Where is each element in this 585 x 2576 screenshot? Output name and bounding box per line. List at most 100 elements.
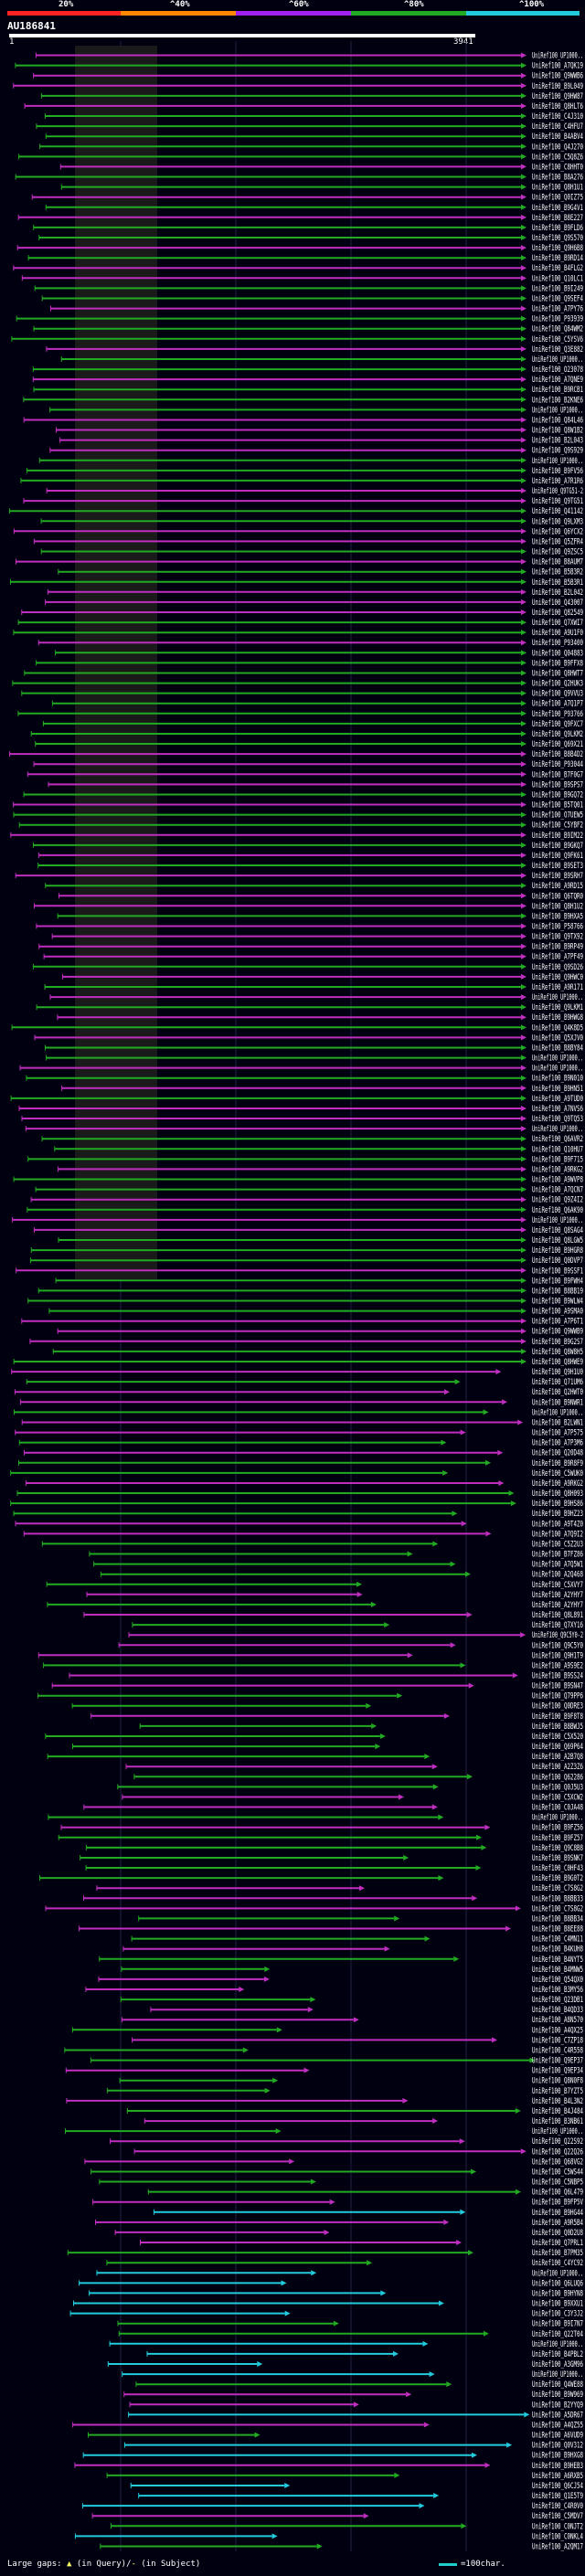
hit-label[interactable]: UniRef100_UP1000.. bbox=[532, 1125, 583, 1134]
hit-label[interactable]: UniRef100_B9SPS7 bbox=[532, 780, 583, 790]
hit-label[interactable]: UniRef100_B4PBL2 bbox=[532, 2350, 583, 2359]
hit-label[interactable]: UniRef100_A4QX25 bbox=[532, 2026, 583, 2035]
hit-label[interactable]: UniRef100_Q9TG51 bbox=[532, 497, 583, 506]
hit-label[interactable]: UniRef100_C5Q8Z6 bbox=[532, 153, 583, 162]
hit-label[interactable]: UniRef100_UP1000.. bbox=[532, 1814, 583, 1823]
hit-label[interactable]: UniRef100_Q82549 bbox=[532, 609, 583, 618]
hit-label[interactable]: UniRef100_Q9FXC7 bbox=[532, 720, 583, 729]
hit-label[interactable]: UniRef100_Q6AK90 bbox=[532, 1206, 583, 1215]
hit-label[interactable]: UniRef100_B4KUH8 bbox=[532, 1945, 583, 1955]
hit-label[interactable]: UniRef100_A7P6T1 bbox=[532, 1318, 583, 1327]
hit-label[interactable]: UniRef100_B8BWJ5 bbox=[532, 1723, 583, 1732]
hit-label[interactable]: UniRef100_Q2HUK3 bbox=[532, 680, 583, 689]
hit-label[interactable]: UniRef100_B9HXG8 bbox=[532, 2452, 583, 2461]
hit-label[interactable]: UniRef100_Q9TG51-2 bbox=[532, 487, 583, 496]
hit-label[interactable]: UniRef100_C4R0V0 bbox=[532, 2502, 583, 2511]
hit-label[interactable]: UniRef100_Q8HLT6 bbox=[532, 102, 583, 111]
hit-label[interactable]: UniRef100_B8BB19 bbox=[532, 1287, 583, 1296]
hit-label[interactable]: UniRef100_Q0IZ75 bbox=[532, 194, 583, 203]
hit-label[interactable]: UniRef100_Q6AVR2 bbox=[532, 1135, 583, 1144]
hit-label[interactable]: UniRef100_B2L042 bbox=[532, 588, 583, 598]
hit-label[interactable]: UniRef100_Q9Z4I2 bbox=[532, 1196, 583, 1205]
hit-label[interactable]: UniRef100_B9NWR1 bbox=[532, 1398, 583, 1407]
hit-label[interactable]: UniRef100_Q6YCX2 bbox=[532, 527, 583, 536]
hit-label[interactable]: UniRef100_A9R171 bbox=[532, 983, 583, 992]
hit-label[interactable]: UniRef100_B9SN47 bbox=[532, 1682, 583, 1691]
hit-label[interactable]: UniRef100_C4HFU7 bbox=[532, 122, 583, 132]
hit-label[interactable]: UniRef100_Q9WWB9 bbox=[532, 1328, 583, 1337]
hit-label[interactable]: UniRef100_C5NBP5 bbox=[532, 2178, 583, 2188]
hit-label[interactable]: UniRef100_B8BB34 bbox=[532, 1914, 583, 1924]
hit-label[interactable]: UniRef100_A7P575 bbox=[532, 1429, 583, 1438]
hit-label[interactable]: UniRef100_B9RCB1 bbox=[532, 386, 583, 395]
hit-label[interactable]: UniRef100_Q9SD26 bbox=[532, 963, 583, 972]
hit-label[interactable]: UniRef100_Q71UM6 bbox=[532, 1378, 583, 1387]
hit-label[interactable]: UniRef100_B9I249 bbox=[532, 284, 583, 293]
hit-label[interactable]: UniRef100_B9HN51 bbox=[532, 1085, 583, 1094]
hit-label[interactable]: UniRef100_Q3E882 bbox=[532, 345, 583, 355]
hit-label[interactable]: UniRef100_B9RD14 bbox=[532, 254, 583, 263]
hit-label[interactable]: UniRef100_Q4J270 bbox=[532, 143, 583, 152]
hit-label[interactable]: UniRef100_UP1000.. bbox=[532, 2127, 583, 2136]
hit-label[interactable]: UniRef100_Q10LC1 bbox=[532, 274, 583, 283]
hit-label[interactable]: UniRef100_B9SNK7 bbox=[532, 1854, 583, 1863]
hit-label[interactable]: UniRef100_Q54QX0 bbox=[532, 1976, 583, 1985]
hit-label[interactable]: UniRef100_Q9EP34 bbox=[532, 2067, 583, 2076]
hit-label[interactable]: UniRef100_Q1E5T9 bbox=[532, 2492, 583, 2501]
hit-label[interactable]: UniRef100_C8HHT0 bbox=[532, 163, 583, 172]
hit-label[interactable]: UniRef100_A9WVP8 bbox=[532, 1176, 583, 1185]
hit-label[interactable]: UniRef100_A9SMA0 bbox=[532, 1308, 583, 1317]
hit-label[interactable]: UniRef100_A9U1F0 bbox=[532, 629, 583, 638]
hit-label[interactable]: UniRef100_Q8HWT7 bbox=[532, 670, 583, 679]
hit-label[interactable]: UniRef100_Q9WWB6 bbox=[532, 72, 583, 81]
hit-label[interactable]: UniRef100_A9RD15 bbox=[532, 882, 583, 891]
hit-label[interactable]: UniRef100_Q84L46 bbox=[532, 417, 583, 426]
hit-label[interactable]: UniRef100_B3NB61 bbox=[532, 2117, 583, 2126]
hit-label[interactable]: UniRef100_Q8HWE9 bbox=[532, 1358, 583, 1367]
hit-label[interactable]: UniRef100_B8A276 bbox=[532, 174, 583, 183]
hit-label[interactable]: UniRef100_Q6L479 bbox=[532, 2189, 583, 2198]
hit-label[interactable]: UniRef100_B2KNE6 bbox=[532, 396, 583, 405]
hit-label[interactable]: UniRef100_P93939 bbox=[532, 315, 583, 324]
hit-label[interactable]: UniRef100_Q6CJ54 bbox=[532, 2482, 583, 2491]
hit-label[interactable]: UniRef100_Q7XY16 bbox=[532, 1621, 583, 1630]
hit-label[interactable]: UniRef100_Q9S570 bbox=[532, 234, 583, 243]
hit-label[interactable]: UniRef100_C7S8G2 bbox=[532, 1904, 583, 1913]
hit-label[interactable]: UniRef100_A5DR67 bbox=[532, 2411, 583, 2420]
hit-label[interactable]: UniRef100_A4QZ55 bbox=[532, 2422, 583, 2431]
hit-label[interactable]: UniRef100_B9HYN8 bbox=[532, 2289, 583, 2298]
hit-label[interactable]: UniRef100_B9I7N7 bbox=[532, 2320, 583, 2329]
hit-label[interactable]: UniRef100_C0HF43 bbox=[532, 1864, 583, 1873]
hit-label[interactable]: UniRef100_Q9FK61 bbox=[532, 852, 583, 861]
hit-label[interactable]: UniRef100_Q0V312 bbox=[532, 2442, 583, 2451]
hit-label[interactable]: UniRef100_B8E227 bbox=[532, 214, 583, 223]
hit-label[interactable]: UniRef100_Q0J5U3 bbox=[532, 1783, 583, 1792]
hit-label[interactable]: UniRef100_Q9HW87 bbox=[532, 92, 583, 101]
hit-label[interactable]: UniRef100_B9L049 bbox=[532, 82, 583, 91]
hit-label[interactable]: UniRef100_B7FZ86 bbox=[532, 1551, 583, 1560]
hit-label[interactable]: UniRef100_Q9S929 bbox=[532, 447, 583, 456]
hit-label[interactable]: UniRef100_Q9SEF4 bbox=[532, 295, 583, 304]
hit-label[interactable]: UniRef100_B9G4V1 bbox=[532, 204, 583, 213]
hit-label[interactable]: UniRef100_B7F0G7 bbox=[532, 770, 583, 779]
hit-label[interactable]: UniRef100_B9SSF1 bbox=[532, 1267, 583, 1276]
hit-label[interactable]: UniRef100_Q68VG2 bbox=[532, 2157, 583, 2167]
hit-label[interactable]: UniRef100_C5MDV7 bbox=[532, 2512, 583, 2521]
hit-label[interactable]: UniRef100_Q8L891 bbox=[532, 1611, 583, 1620]
hit-label[interactable]: UniRef100_B9G0T2 bbox=[532, 1874, 583, 1883]
hit-label[interactable]: UniRef100_P93044 bbox=[532, 760, 583, 769]
hit-label[interactable]: UniRef100_B9SET3 bbox=[532, 862, 583, 871]
hit-label[interactable]: UniRef100_B8EE88 bbox=[532, 1925, 583, 1935]
hit-label[interactable]: UniRef100_B9GKQ7 bbox=[532, 842, 583, 851]
hit-label[interactable]: UniRef100_Q9TQ53 bbox=[532, 1115, 583, 1124]
hit-label[interactable]: UniRef100_A2Z3Z6 bbox=[532, 1763, 583, 1772]
hit-label[interactable]: UniRef100_Q22S92 bbox=[532, 2137, 583, 2147]
hit-label[interactable]: UniRef100_Q7PRL1 bbox=[532, 2239, 583, 2248]
hit-label[interactable]: UniRef100_B9FFX8 bbox=[532, 659, 583, 668]
hit-label[interactable]: UniRef100_B9N010 bbox=[532, 1075, 583, 1084]
hit-label[interactable]: UniRef100_C5XVY7 bbox=[532, 1581, 583, 1590]
hit-label[interactable]: UniRef100_UP1000.. bbox=[532, 355, 583, 365]
hit-label[interactable]: UniRef100_Q69X21 bbox=[532, 740, 583, 749]
hit-label[interactable]: UniRef100_C5YBF2 bbox=[532, 822, 583, 831]
hit-label[interactable]: UniRef100_A7R1R6 bbox=[532, 477, 583, 486]
